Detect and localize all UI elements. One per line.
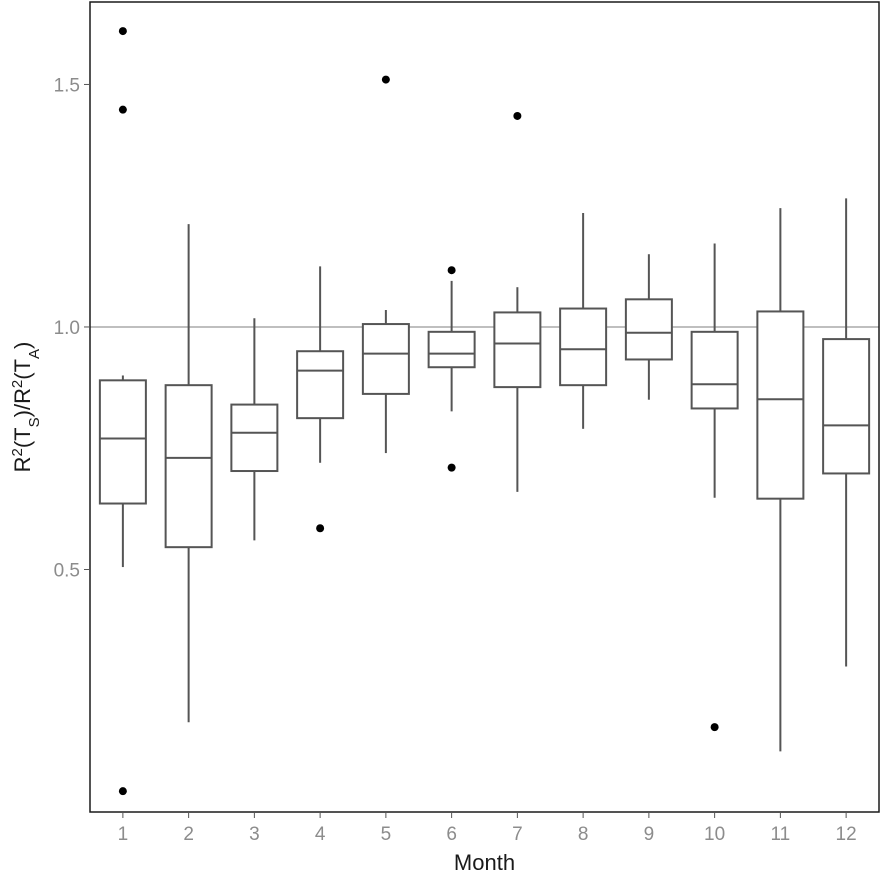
x-tick-label: 9	[644, 824, 655, 845]
box-group-month-10	[690, 243, 739, 732]
x-tick-label: 6	[446, 824, 457, 845]
y-title-sub2: A	[26, 349, 43, 359]
box-group-month-1	[98, 27, 147, 796]
x-tick-label: 7	[512, 824, 523, 845]
outlier-point	[447, 266, 456, 275]
box-group-month-12	[822, 198, 871, 667]
x-tick-label: 3	[249, 824, 260, 845]
iqr-box	[690, 330, 739, 410]
plot-frame	[89, 1, 880, 813]
box-group-month-2	[164, 224, 213, 723]
iqr-box	[361, 323, 410, 395]
outlier-point	[316, 524, 325, 533]
box-group-month-3	[230, 318, 279, 541]
outlier-point	[118, 787, 127, 796]
iqr-box	[559, 307, 608, 387]
box-group-month-8	[559, 212, 608, 429]
x-tick-label: 10	[704, 824, 725, 845]
outlier-point	[118, 27, 127, 36]
box-group-month-11	[756, 208, 805, 752]
outlier-point	[513, 111, 522, 120]
plot-area	[90, 27, 879, 796]
y-title-t1: (T	[10, 427, 35, 448]
iqr-box	[756, 310, 805, 500]
iqr-box	[230, 403, 279, 473]
y-title-sup2: 2	[9, 380, 26, 388]
outlier-point	[381, 75, 390, 84]
x-tick-label: 4	[315, 824, 326, 845]
iqr-box	[822, 338, 871, 475]
iqr-box	[493, 311, 542, 389]
x-tick-label: 11	[771, 824, 791, 845]
box-group-month-7	[493, 111, 542, 492]
y-title-r1: R	[10, 457, 35, 473]
iqr-box	[624, 298, 673, 361]
y-axis: 0.5 1.0 1.5	[54, 75, 90, 581]
box-group-month-9	[624, 254, 673, 400]
x-tick-label: 8	[578, 824, 589, 845]
iqr-box	[98, 379, 147, 505]
y-title-mid: )/R	[10, 388, 35, 417]
y-title-end: )	[10, 342, 35, 349]
x-tick-label: 5	[381, 824, 392, 845]
outlier-point	[710, 723, 719, 732]
iqr-box	[164, 384, 213, 549]
outlier-point	[118, 105, 127, 114]
x-axis: 1 2 3 4 5 6 7 8 9 10 11 12	[118, 812, 857, 845]
y-tick-label: 0.5	[54, 560, 80, 581]
box-group-month-5	[361, 75, 410, 454]
y-title-t2: (T	[10, 359, 35, 380]
box-group-month-4	[296, 266, 345, 533]
iqr-box	[296, 350, 345, 420]
iqr-box	[427, 330, 476, 369]
y-tick-label: 1.0	[54, 318, 80, 339]
y-axis-title: R2(TS)/R2(TA)	[9, 342, 43, 473]
x-axis-title: Month	[454, 850, 515, 875]
y-title-sub1: S	[26, 417, 43, 427]
outlier-point	[447, 463, 456, 472]
x-tick-label: 12	[836, 824, 857, 845]
x-tick-label: 2	[183, 824, 194, 845]
x-tick-label: 1	[118, 824, 129, 845]
y-tick-label: 1.5	[54, 75, 80, 96]
y-title-sup1: 2	[9, 448, 26, 456]
box-group-month-6	[427, 266, 476, 472]
